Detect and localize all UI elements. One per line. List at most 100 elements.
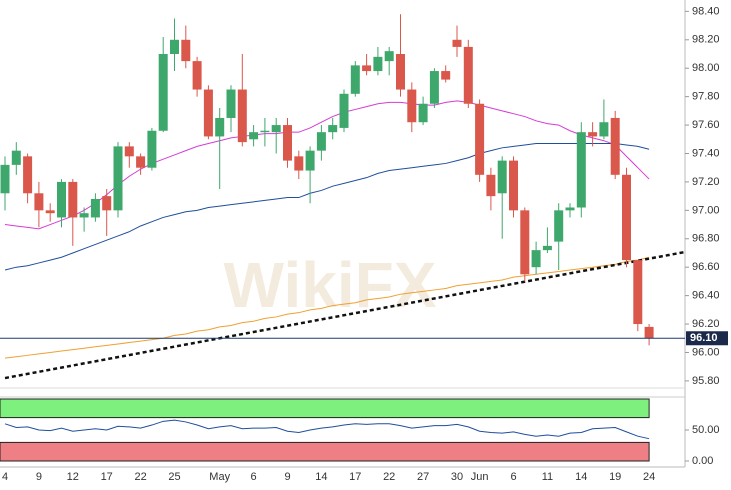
candle-body <box>339 93 349 128</box>
x-tick-label: 9 <box>284 471 290 483</box>
candle-body <box>418 103 428 123</box>
candle-body <box>565 207 575 211</box>
candle-body <box>215 117 225 137</box>
y-tick-label: 97.40 <box>692 147 720 159</box>
candle-body <box>610 117 620 175</box>
candle-body <box>23 156 33 194</box>
x-tick-label: 17 <box>101 471 113 483</box>
candle-body <box>373 56 383 72</box>
candle-body <box>79 213 89 218</box>
y-tick-label: 97.80 <box>692 91 720 103</box>
moving-average <box>4 100 650 230</box>
y-tick-label: 96.60 <box>692 261 720 273</box>
candle-body <box>57 181 66 218</box>
candle-body <box>271 125 281 133</box>
candle-body <box>644 326 654 339</box>
y-tick-label: 96.80 <box>692 233 720 245</box>
candle-body <box>283 125 292 161</box>
x-tick-label: 6 <box>510 471 516 483</box>
candle-body <box>203 89 213 137</box>
candle-body <box>113 146 123 211</box>
x-tick-label: 12 <box>67 471 79 483</box>
candle-body <box>599 122 609 137</box>
x-tick-label: 11 <box>542 471 553 483</box>
candle-body <box>136 156 146 168</box>
candle-body <box>147 130 157 168</box>
rsi-zone <box>0 398 650 419</box>
x-tick-label: 22 <box>134 471 146 483</box>
moving-average <box>4 256 650 359</box>
candle-body <box>226 89 236 118</box>
candle-body <box>542 245 552 251</box>
candle-body <box>622 174 631 261</box>
x-tick-label: 14 <box>315 471 327 483</box>
moving-average <box>4 143 650 271</box>
last-price-label: 96.10 <box>690 332 718 344</box>
candle-body <box>192 61 202 90</box>
candle-body <box>463 46 473 104</box>
candle-body <box>124 146 134 157</box>
candle-body <box>531 250 541 268</box>
x-tick-label: Jun <box>471 471 489 483</box>
candle-body <box>554 210 564 242</box>
candle-body <box>90 198 100 218</box>
candle-body <box>520 210 530 275</box>
y-tick-label: 96.20 <box>692 318 720 330</box>
candle-body <box>305 150 315 171</box>
candle-body <box>588 132 598 137</box>
candle-body <box>170 39 179 55</box>
x-tick-label: 25 <box>168 471 180 483</box>
rsi-zone <box>0 441 650 462</box>
candle-body <box>452 39 462 47</box>
x-tick-label: 24 <box>643 471 655 483</box>
candle-body <box>576 132 586 208</box>
x-tick-label: 4 <box>2 471 8 483</box>
y-tick-label: 50.00 <box>692 424 720 436</box>
x-tick-label: 27 <box>417 471 429 483</box>
trendline <box>4 250 686 380</box>
y-tick-label: 97.00 <box>692 204 720 216</box>
candle-body <box>260 130 270 133</box>
x-tick-label: 30 <box>451 471 463 483</box>
x-tick-label: May <box>209 471 230 483</box>
x-tick-label: 22 <box>383 471 395 483</box>
x-tick-label: 9 <box>36 471 42 483</box>
candle-body <box>509 160 518 211</box>
last-price-box <box>686 331 728 346</box>
candle-body <box>0 164 10 194</box>
candle-body <box>237 89 247 143</box>
y-tick-label: 96.00 <box>692 346 720 358</box>
y-tick-label: 96.40 <box>692 290 720 302</box>
candle-body <box>486 174 496 197</box>
candle-body <box>429 71 439 104</box>
y-tick-label: 0.00 <box>692 455 713 467</box>
x-tick-label: 6 <box>251 471 257 483</box>
candle-body <box>181 39 191 62</box>
watermark: WikiFX <box>224 249 437 321</box>
candle-body <box>407 89 417 123</box>
rsi-line <box>4 419 650 440</box>
candle-body <box>328 125 338 133</box>
candle-body <box>68 181 78 218</box>
y-tick-label: 95.80 <box>692 375 720 387</box>
candle-body <box>497 160 507 194</box>
x-tick-label: 14 <box>575 471 587 483</box>
x-tick-label: 17 <box>349 471 361 483</box>
y-tick-label: 98.40 <box>692 5 720 17</box>
candle-body <box>441 71 451 80</box>
y-tick-label: 98.20 <box>692 34 720 46</box>
y-tick-label: 97.60 <box>692 119 720 131</box>
candle-body <box>294 156 304 171</box>
x-tick-label: 19 <box>609 471 621 483</box>
candle-body <box>11 150 21 165</box>
candle-body <box>475 103 485 175</box>
candle-body <box>316 132 326 151</box>
candle-body <box>102 196 112 211</box>
candle-body <box>350 65 360 94</box>
candle-body <box>384 51 394 62</box>
candle-body <box>249 132 259 140</box>
candle-body <box>633 260 643 325</box>
y-tick-label: 98.00 <box>692 62 720 74</box>
candle-body <box>362 65 372 72</box>
